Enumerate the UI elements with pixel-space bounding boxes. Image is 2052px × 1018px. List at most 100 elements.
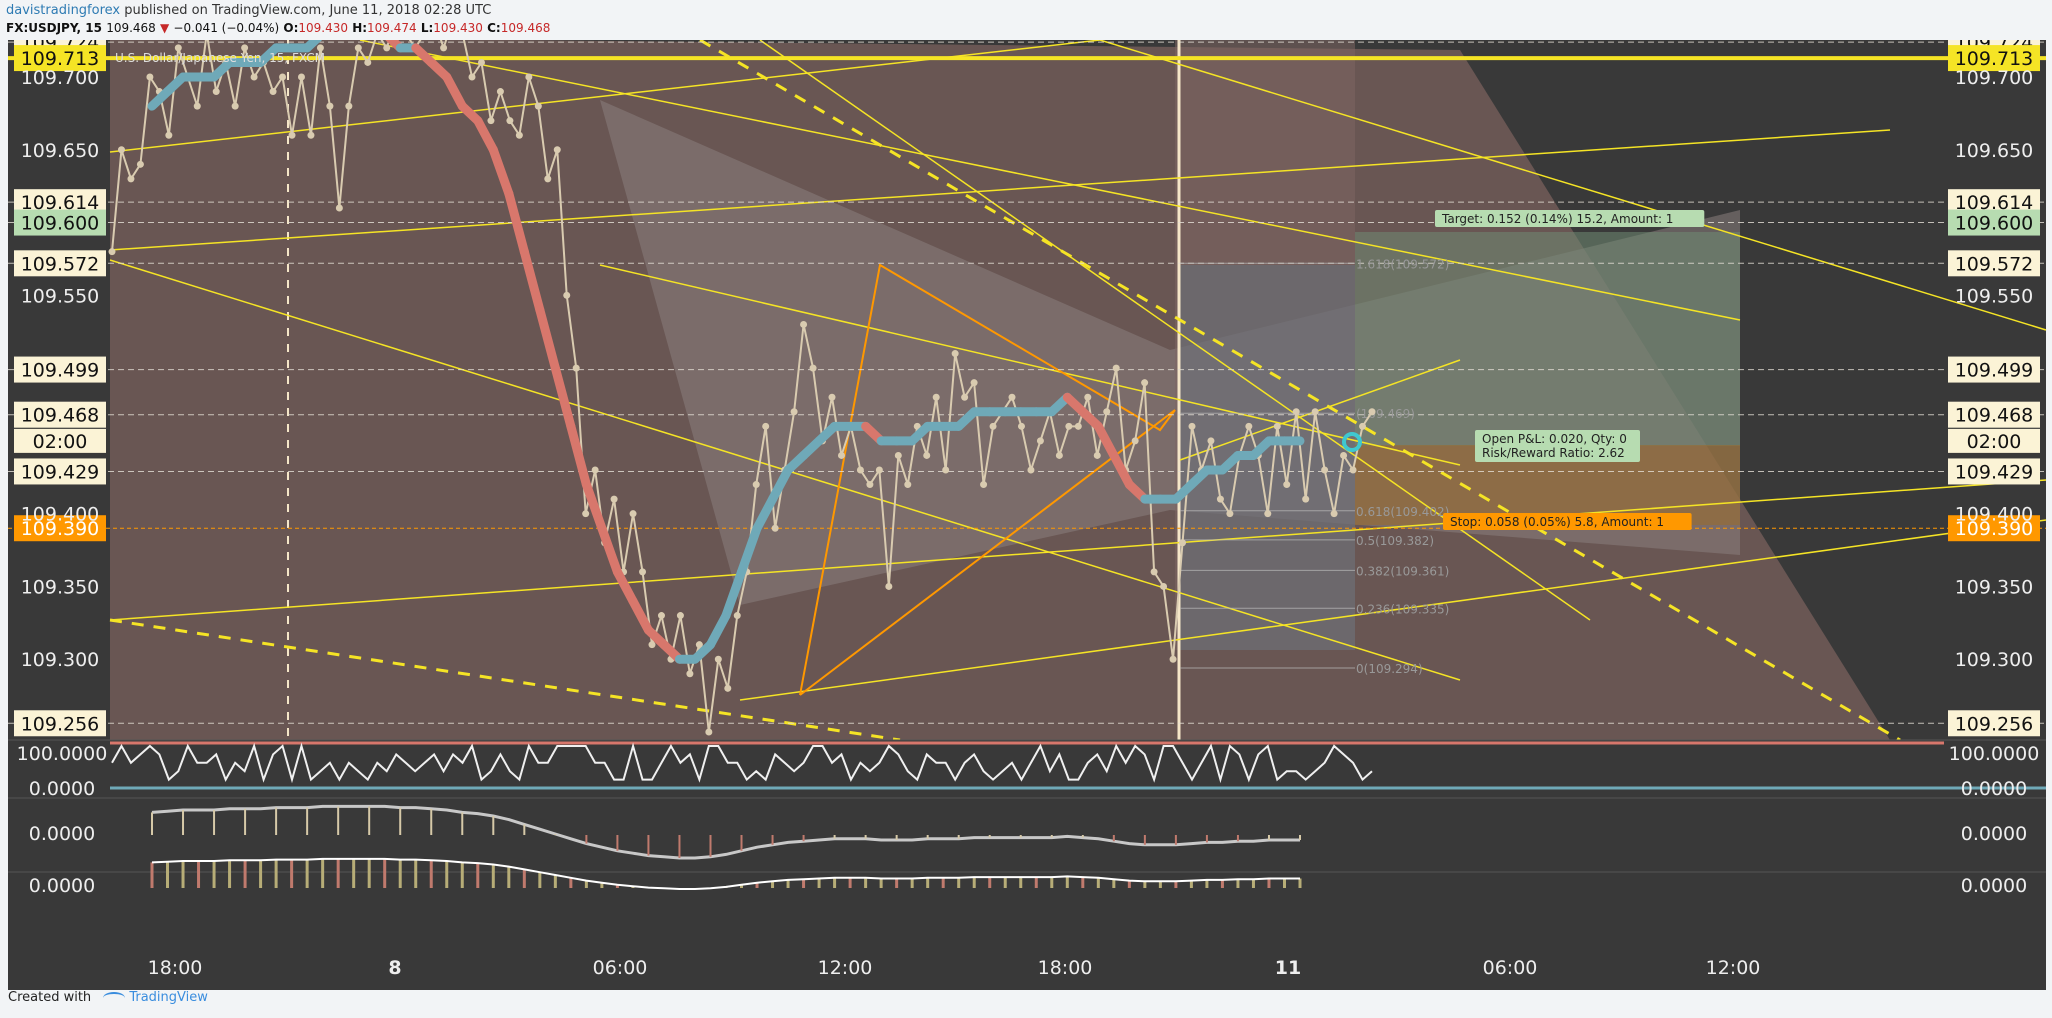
- price-tag: 109.390: [1955, 518, 2034, 540]
- osc-bg: [8, 740, 2046, 980]
- price-tag: 109.713: [1955, 48, 2034, 70]
- ma-segment: [768, 465, 793, 504]
- price-point: [335, 204, 343, 212]
- ma-segment: [1093, 421, 1119, 460]
- time-axis: 18:00 8 06:00 12:00 18:00 11 06:00 12:00: [8, 957, 2046, 990]
- price-point: [989, 422, 997, 430]
- osc-tick-label: 0.0000: [29, 875, 95, 897]
- price-point: [326, 102, 334, 110]
- tradingview-link[interactable]: TradingView: [129, 990, 208, 1005]
- horizontal-levels: [8, 41, 2046, 724]
- y-tick-label: 109.650: [1955, 140, 2034, 162]
- footer: Created with TradingView: [8, 990, 208, 1005]
- high-value: 109.474: [367, 21, 417, 35]
- price-point: [1008, 393, 1016, 401]
- ma-segment: [535, 305, 560, 373]
- price-tag-bg: [14, 45, 106, 72]
- countdown-bg: [14, 428, 106, 453]
- price-point: [1036, 437, 1044, 445]
- price-point: [856, 466, 864, 474]
- price-tag: 109.572: [1955, 253, 2034, 275]
- price-point: [354, 44, 362, 52]
- osc-tick-label: 0.0000: [29, 778, 95, 800]
- price-chart[interactable]: 1.618(109.572) (109.469) 0.618(109.402) 0.5…: [0, 40, 2052, 990]
- price-tag-bg: [1948, 710, 2040, 737]
- price-point: [733, 612, 741, 620]
- price-point: [752, 481, 760, 489]
- price-tag: 109.256: [1955, 713, 2034, 735]
- price-point: [212, 88, 220, 96]
- price-tag: 109.499: [21, 360, 100, 382]
- publish-line: davistradingforex published on TradingVi…: [6, 3, 491, 18]
- oscillator-panes: 100.0000 100.0000 0.0000 0.0000 0.0000 0.0000…: [8, 739, 2046, 980]
- price-point: [1141, 379, 1149, 387]
- price-tag: 109.468: [21, 405, 100, 427]
- price-tag: 109.429: [1955, 461, 2034, 483]
- symbol-label: FX:USDJPY, 15: [6, 21, 102, 35]
- price-point: [364, 58, 372, 66]
- ma-segment: [752, 494, 778, 533]
- price-tag-bg: [1948, 458, 2040, 485]
- price-point: [790, 408, 798, 416]
- price-point: [117, 146, 125, 154]
- ma-segment: [302, 40, 323, 53]
- price-point: [1368, 408, 1376, 416]
- price-point: [383, 44, 391, 52]
- ma-segment: [519, 247, 545, 315]
- ma-segment: [488, 145, 514, 198]
- macd-signal-line: [151, 857, 1300, 890]
- price-point: [762, 422, 770, 430]
- down-arrow-icon: ▼: [160, 21, 170, 35]
- price-point: [705, 728, 713, 736]
- fib-box: [1180, 265, 1355, 650]
- dashed-trendline: [109, 618, 901, 742]
- price-point: [1074, 422, 1082, 430]
- y-tick-label: 109.300: [1955, 649, 2034, 671]
- author-link[interactable]: davistradingforex: [6, 3, 121, 18]
- price-point: [1131, 437, 1139, 445]
- x-tick-label: 12:00: [818, 957, 873, 979]
- price-tag-bg: [1948, 401, 2040, 428]
- price-tag: 109.614: [21, 192, 100, 214]
- ma-segment: [566, 421, 591, 490]
- price-tag-bg: [14, 458, 106, 485]
- stop-label: Stop: 0.058 (0.05%) 5.8, Amount: 1: [1450, 515, 1664, 529]
- publish-info: published on TradingView.com, June 11, 2…: [120, 3, 492, 18]
- x-tick-label: 12:00: [1706, 957, 1761, 979]
- price-point: [629, 510, 637, 518]
- price-point: [695, 641, 703, 649]
- price-point: [288, 131, 296, 139]
- osc-tick-label: 100.0000: [17, 743, 108, 765]
- price-tag: 109.429: [21, 461, 100, 483]
- position-marker-icon[interactable]: [1342, 432, 1362, 452]
- price-point: [771, 524, 779, 532]
- price-point: [477, 58, 485, 66]
- ma-segment: [550, 363, 576, 431]
- y-tick-label: 109.550: [1955, 285, 2034, 307]
- price-point: [307, 131, 315, 139]
- price-point: [1188, 422, 1196, 430]
- osc-tick-label: 0.0000: [1961, 778, 2027, 800]
- price-point: [136, 160, 144, 168]
- price-tag-bg: [1948, 45, 2040, 72]
- price-tag-bg: [14, 401, 106, 428]
- y-tick-label: 109.700: [1955, 67, 2034, 89]
- price-point: [1330, 510, 1338, 518]
- header-bar: davistradingforex published on TradingVi…: [0, 0, 2052, 40]
- price-point: [676, 612, 684, 620]
- price-tag: 109.600: [21, 213, 100, 235]
- price-tag-bg: [14, 710, 106, 737]
- price-point: [724, 684, 732, 692]
- x-tick-label: 06:00: [1483, 957, 1538, 979]
- x-tick-label: 11: [1275, 957, 1301, 979]
- osc-tick-label: 100.0000: [1949, 743, 2040, 765]
- trendline: [109, 479, 2047, 621]
- last-price: 109.468: [106, 21, 156, 35]
- price-point: [1207, 437, 1215, 445]
- trendline: [1099, 40, 2047, 331]
- price-point: [440, 44, 448, 52]
- price-point: [894, 451, 902, 459]
- y-tick-label: 109.300: [21, 649, 100, 671]
- osc-line-2: [151, 804, 1300, 860]
- price-point: [127, 175, 135, 183]
